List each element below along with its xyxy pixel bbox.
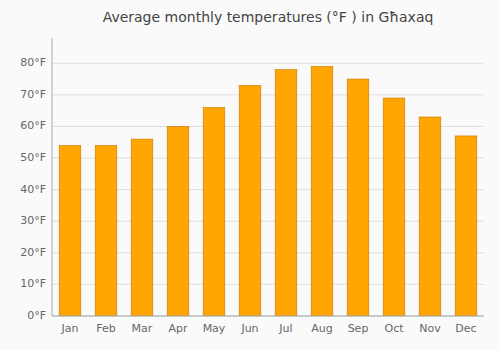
bar: [239, 85, 261, 316]
y-tick-label: 70°F: [20, 88, 46, 101]
x-tick-label: Feb: [96, 322, 115, 335]
y-tick-label: 50°F: [20, 151, 46, 164]
bar: [95, 145, 117, 316]
y-tick-label: 0°F: [27, 309, 46, 322]
grid-line: [52, 94, 484, 95]
bar: [455, 136, 477, 316]
x-tick-label: Jan: [61, 322, 79, 335]
chart-svg: 0°F 10°F 20°F 30°F 40°F 50°F 60°F 70°F 80°F Jan Fe…: [0, 0, 500, 350]
y-grid: [52, 63, 484, 316]
bar: [347, 79, 369, 316]
x-tick-label: Apr: [168, 322, 188, 335]
y-tick-label: 40°F: [20, 183, 46, 196]
bar: [311, 66, 333, 316]
y-tick-label: 20°F: [20, 246, 46, 259]
y-tick-labels: 0°F 10°F 20°F 30°F 40°F 50°F 60°F 70°F 80°F: [20, 56, 46, 322]
grid-line: [52, 63, 484, 64]
y-tick-label: 30°F: [20, 214, 46, 227]
bar: [131, 139, 153, 316]
y-tick-label: 10°F: [20, 277, 46, 290]
bar: [419, 117, 441, 316]
x-tick-labels: Jan Feb Mar Apr May Jun Jul Aug Sep Oct Nov Dec: [61, 322, 477, 335]
chart-container: 0°F 10°F 20°F 30°F 40°F 50°F 60°F 70°F 80°F Jan Fe…: [0, 0, 500, 350]
x-tick-label: May: [203, 322, 226, 335]
bar: [203, 108, 225, 317]
bars: [59, 66, 477, 316]
x-axis-line: [52, 316, 484, 317]
x-tick-label: Aug: [311, 322, 332, 335]
grid-line: [52, 316, 484, 317]
x-tick-label: Jun: [240, 322, 258, 335]
bar: [383, 98, 405, 316]
x-tick-label: Oct: [384, 322, 404, 335]
x-tick-label: Dec: [455, 322, 476, 335]
bar: [167, 126, 189, 316]
chart-title: Average monthly temperatures (°F ) in Għ…: [103, 9, 434, 25]
x-tick-label: Nov: [419, 322, 441, 335]
y-tick-label: 80°F: [20, 56, 46, 69]
x-tick-label: Sep: [348, 322, 369, 335]
y-tick-label: 60°F: [20, 119, 46, 132]
y-axis-line: [52, 38, 53, 316]
x-tick-label: Jul: [278, 322, 292, 335]
bar: [275, 70, 297, 316]
bar: [59, 145, 81, 316]
x-tick-label: Mar: [132, 322, 153, 335]
